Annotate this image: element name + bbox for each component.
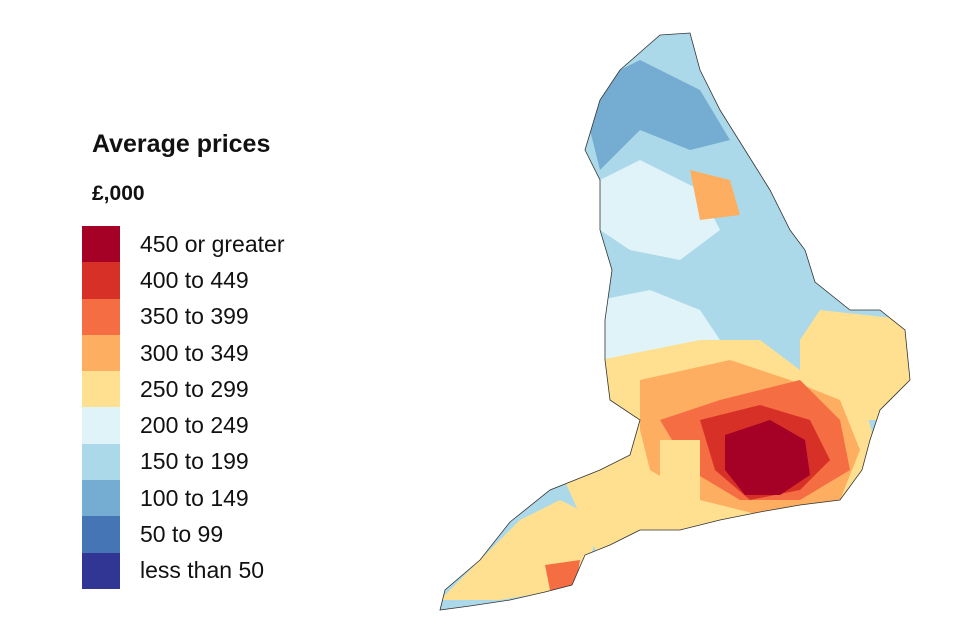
region-london	[725, 420, 810, 495]
legend-label: 450 or greater	[140, 230, 285, 257]
legend-item: 400 to 449	[82, 262, 284, 299]
legend-label: less than 50	[140, 557, 265, 584]
legend-label: 350 to 399	[140, 303, 249, 330]
legend-item: 150 to 199	[82, 443, 284, 481]
legend: 450 or greater 400 to 449 350 to 399 300 to…	[82, 226, 284, 589]
legend-swatch	[82, 516, 120, 553]
region	[660, 440, 700, 500]
legend-label: 200 to 249	[140, 412, 249, 439]
region	[600, 160, 720, 260]
legend-item: 350 to 399	[82, 298, 284, 335]
legend-title: Average prices	[92, 130, 271, 158]
legend-label: 400 to 449	[140, 266, 249, 293]
region	[545, 560, 580, 590]
legend-item: 300 to 349	[82, 334, 284, 372]
legend-swatch	[82, 407, 120, 444]
legend-item: 50 to 99	[82, 516, 284, 553]
legend-label: 300 to 349	[140, 339, 249, 366]
legend-unit: £,000	[92, 182, 145, 205]
legend-swatch	[82, 480, 120, 517]
legend-item: 200 to 249	[82, 407, 284, 444]
region	[690, 170, 740, 220]
legend-item: 450 or greater	[82, 226, 285, 263]
legend-label: 250 to 299	[140, 375, 249, 402]
legend-item: 100 to 149	[82, 480, 284, 517]
legend-swatch	[82, 443, 120, 481]
legend-swatch	[82, 334, 120, 372]
legend-swatch	[82, 552, 120, 589]
legend-label: 50 to 99	[140, 521, 224, 548]
legend-item: less than 50	[82, 552, 284, 589]
legend-swatch	[82, 226, 120, 263]
region-north	[580, 60, 730, 170]
legend-swatch	[82, 371, 120, 408]
legend-label: 150 to 199	[140, 448, 249, 475]
legend-label: 100 to 149	[140, 484, 249, 511]
legend-swatch	[82, 298, 120, 335]
legend-item: 250 to 299	[82, 371, 284, 408]
legend-swatch	[82, 262, 120, 299]
